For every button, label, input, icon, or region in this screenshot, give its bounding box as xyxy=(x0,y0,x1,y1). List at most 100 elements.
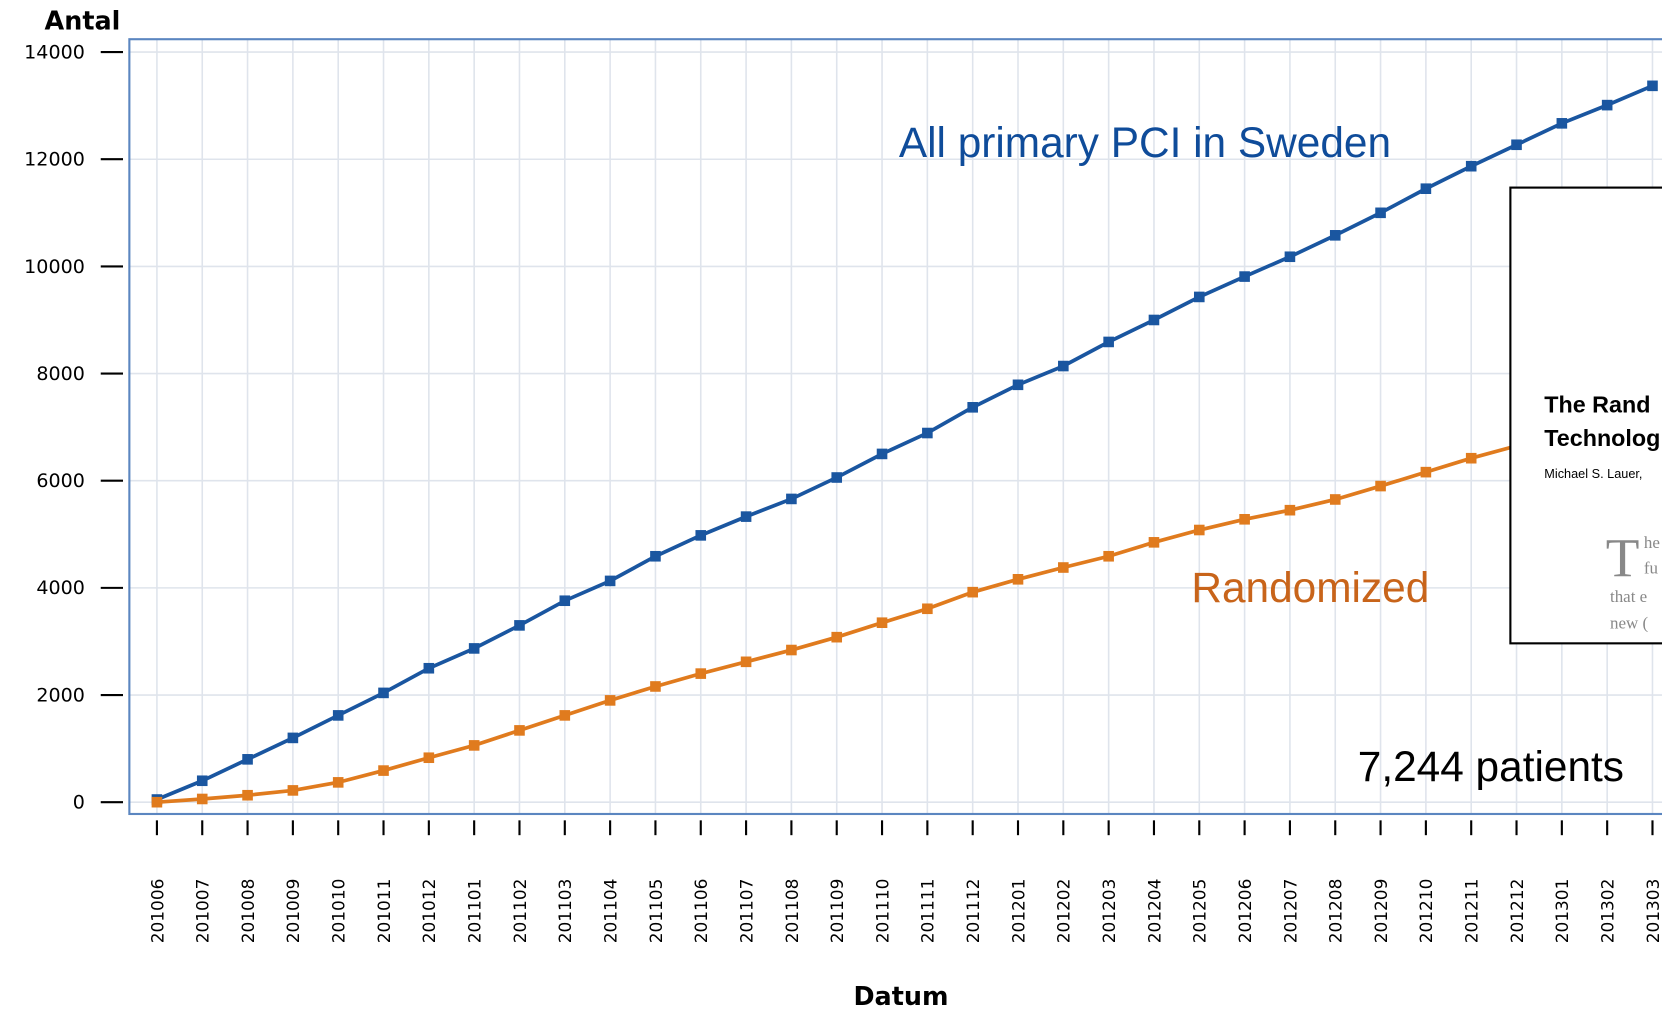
point xyxy=(695,668,707,679)
point xyxy=(287,785,299,796)
point xyxy=(423,752,435,764)
point xyxy=(468,643,480,654)
x-tick-label: 201108 xyxy=(782,879,802,944)
point xyxy=(378,687,389,699)
x-tick-label: 201302 xyxy=(1598,879,1618,944)
x-tick-label: 201211 xyxy=(1462,879,1482,944)
point xyxy=(922,603,933,615)
x-tick-label: 201109 xyxy=(827,879,847,944)
x-tick-label: 201102 xyxy=(510,879,530,944)
y-tick-label: 0 xyxy=(73,792,85,814)
y-tick-label: 2000 xyxy=(36,684,85,706)
point xyxy=(196,793,208,805)
point xyxy=(1284,504,1296,516)
point xyxy=(1465,160,1477,172)
point xyxy=(151,796,163,808)
inset-text: that e xyxy=(1610,587,1647,606)
point xyxy=(287,732,299,744)
x-tick-label: 201203 xyxy=(1099,879,1119,944)
point xyxy=(1193,291,1205,303)
x-tick-label: 201201 xyxy=(1008,879,1028,944)
point xyxy=(196,775,208,787)
inset-text: new ( xyxy=(1610,614,1648,633)
x-tick-label: 201209 xyxy=(1371,879,1391,944)
x-tick-label: 201106 xyxy=(691,879,711,944)
x-tick-label: 201007 xyxy=(193,879,213,944)
y-tick-label: 6000 xyxy=(36,470,85,492)
point xyxy=(740,656,752,668)
y-axis-title: Antal xyxy=(45,6,121,36)
plot-border xyxy=(128,38,1662,816)
point xyxy=(967,586,978,598)
series-line xyxy=(156,84,1654,802)
x-tick-label: 201205 xyxy=(1190,879,1210,944)
x-tick-label: 201303 xyxy=(1643,879,1662,944)
point xyxy=(242,789,253,801)
point xyxy=(1375,207,1386,219)
point xyxy=(695,530,707,541)
point xyxy=(604,695,616,706)
x-tick-label: 201008 xyxy=(238,879,258,944)
inset-text: he xyxy=(1644,533,1660,552)
point xyxy=(876,617,888,629)
point xyxy=(1012,379,1024,391)
x-tick-label: 201208 xyxy=(1326,879,1346,944)
point xyxy=(831,631,843,643)
x-tick-label: 201210 xyxy=(1416,879,1436,944)
inset-text: T xyxy=(1606,528,1640,589)
x-tick-label: 201103 xyxy=(555,879,575,944)
point xyxy=(1647,80,1658,92)
point xyxy=(1556,118,1568,129)
inset-text: Technolog xyxy=(1544,425,1660,451)
x-tick-label: 201212 xyxy=(1507,879,1527,944)
point xyxy=(423,662,435,674)
x-tick-label: 201204 xyxy=(1144,879,1164,944)
y-tick-label: 10000 xyxy=(24,256,85,278)
point xyxy=(468,740,480,751)
point xyxy=(1239,271,1250,282)
x-tick-label: 201301 xyxy=(1552,879,1572,944)
point xyxy=(242,754,253,765)
inset-box xyxy=(1509,186,1662,645)
point xyxy=(1058,360,1069,372)
point xyxy=(1420,466,1432,478)
point xyxy=(1148,537,1160,548)
point xyxy=(1284,251,1296,263)
annotation: Randomized xyxy=(1191,564,1429,611)
point xyxy=(876,448,888,460)
y-tick-label: 4000 xyxy=(36,577,85,599)
x-axis-title: Datum xyxy=(853,981,948,1009)
inset-text: The Rand xyxy=(1544,391,1650,417)
point xyxy=(1193,524,1205,536)
x-tick-label: 201009 xyxy=(283,879,303,944)
inset-text: Michael S. Lauer, xyxy=(1544,466,1642,481)
point xyxy=(1239,513,1250,525)
x-tick-label: 201111 xyxy=(918,879,938,944)
point xyxy=(514,725,525,736)
point xyxy=(650,550,661,562)
point xyxy=(1058,562,1069,573)
x-tick-label: 201206 xyxy=(1235,879,1255,944)
point xyxy=(1012,574,1024,585)
point xyxy=(740,511,752,522)
x-tick-label: 201012 xyxy=(419,879,439,944)
point xyxy=(332,710,344,721)
point xyxy=(604,575,616,587)
x-tick-label: 201107 xyxy=(736,879,756,944)
point xyxy=(831,472,843,483)
x-tick-label: 201105 xyxy=(646,879,666,944)
point xyxy=(378,765,389,776)
y-tick-label: 12000 xyxy=(24,149,85,171)
point xyxy=(1329,494,1341,505)
x-tick-label: 201207 xyxy=(1280,879,1300,944)
point xyxy=(559,595,571,607)
point xyxy=(967,402,978,413)
point xyxy=(1103,336,1114,348)
x-tick-label: 201010 xyxy=(329,879,349,944)
point xyxy=(1601,99,1613,111)
x-tick-label: 201112 xyxy=(963,879,983,944)
point xyxy=(559,710,571,721)
inset-text: fu xyxy=(1644,558,1659,577)
